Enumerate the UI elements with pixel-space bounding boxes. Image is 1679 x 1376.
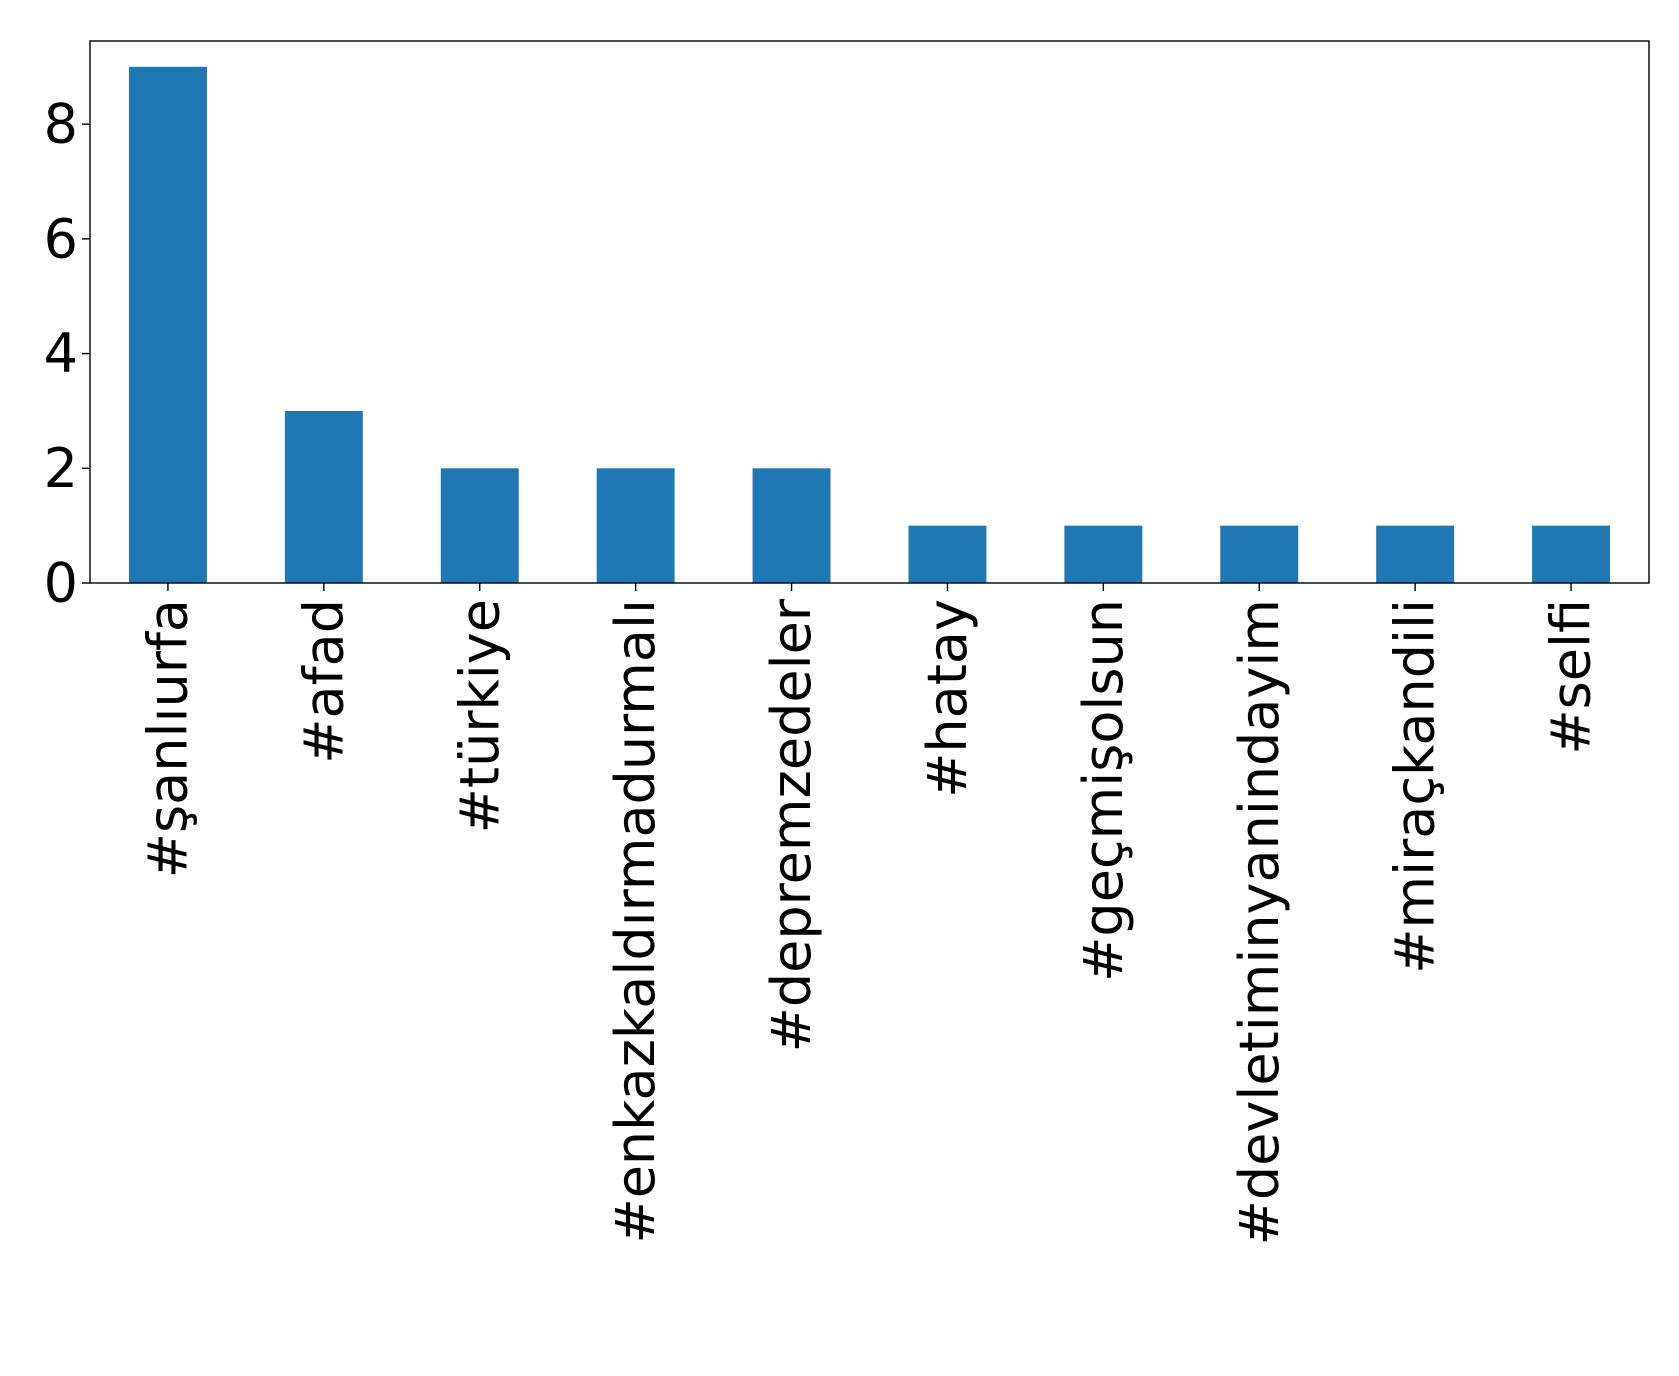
bar-0 xyxy=(128,66,207,584)
bar-9 xyxy=(1532,525,1611,583)
y-tick-label-4: 8 xyxy=(44,93,78,156)
x-tick-label-2: #türkiye xyxy=(448,599,511,833)
x-tick-label-9: #selfi xyxy=(1540,599,1603,755)
bar-4 xyxy=(752,468,831,583)
y-tick-label-2: 4 xyxy=(44,322,78,385)
bar-5 xyxy=(908,525,987,583)
x-axis: #şanlıurfa #afad #türkiye #enkazkaldırmadur… xyxy=(136,583,1603,1245)
y-tick-label-1: 2 xyxy=(44,437,78,500)
x-tick-label-7: #devletiminyanindayim xyxy=(1228,599,1291,1245)
bar-7 xyxy=(1220,525,1299,583)
bar-8 xyxy=(1376,525,1455,583)
bar-6 xyxy=(1064,525,1143,583)
bar-2 xyxy=(440,468,519,583)
bars-group xyxy=(128,66,1611,584)
x-tick-label-8: #miraçkandili xyxy=(1384,599,1447,974)
bar-3 xyxy=(596,468,675,583)
y-axis: 0 2 4 6 8 xyxy=(44,93,90,615)
x-tick-label-0: #şanlıurfa xyxy=(136,599,199,878)
y-tick-label-0: 0 xyxy=(44,552,78,615)
y-tick-label-3: 6 xyxy=(44,207,78,270)
plot-frame xyxy=(89,40,1650,584)
x-tick-label-3: #enkazkaldırmadurmalı xyxy=(604,599,667,1244)
x-tick-label-4: #depremzedeler xyxy=(760,598,823,1052)
bar-1 xyxy=(284,410,363,583)
x-tick-label-6: #geçmişolsun xyxy=(1072,599,1135,982)
x-tick-label-1: #afad xyxy=(292,599,355,764)
x-tick-label-5: #hatay xyxy=(916,599,979,798)
